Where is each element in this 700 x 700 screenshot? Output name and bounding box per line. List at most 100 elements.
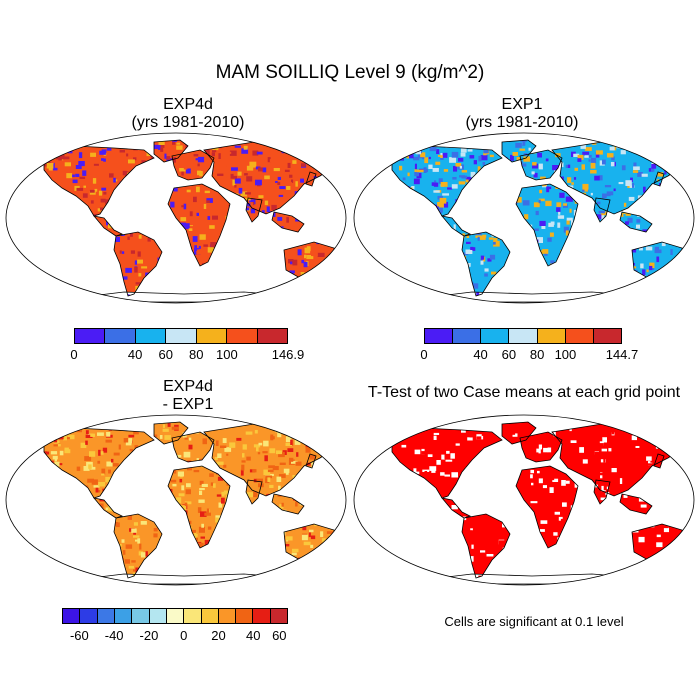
coastline-japan: [305, 171, 317, 187]
land-antarctica: [74, 574, 294, 584]
land-northAmerica: [44, 146, 154, 216]
panel-4-map: [353, 414, 695, 586]
coastline-europe: [171, 149, 215, 181]
colorbar-swatch: [236, 609, 254, 623]
coastline-india: [593, 479, 611, 505]
land-seAsia: [272, 494, 304, 514]
colorbar-tick-label: -60: [69, 628, 89, 643]
globe-border: [5, 414, 347, 586]
land-antarctica: [422, 574, 642, 584]
coastline-europe: [519, 149, 563, 181]
coastline-centralAmerica: [440, 497, 472, 519]
coastline-greenland: [153, 139, 189, 163]
colorbar-tick-label: -40: [104, 628, 124, 643]
land-southAmerica: [462, 514, 510, 578]
land-africa: [516, 466, 578, 548]
colorbar-tick-label: 0: [420, 347, 428, 362]
coastline-seAsia: [619, 211, 653, 233]
land-africa: [516, 184, 578, 266]
colorbar-swatch: [257, 329, 287, 343]
main-title: MAM SOILLIQ Level 9 (kg/m^2): [215, 62, 485, 83]
coastline-india: [245, 197, 263, 223]
panel-1-title-line1: EXP4d: [163, 96, 213, 113]
panel-1-colorbar: [74, 328, 288, 344]
colorbar-tick-label: 144.7: [605, 347, 639, 362]
panel-1-map: [5, 132, 347, 304]
panel-3-colorbar-ticks: -60 -40 -20 0 20 40 60: [62, 628, 288, 644]
coastline-japan: [653, 171, 665, 187]
panel-2-title: EXP1 (yrs 1981-2010): [364, 96, 680, 132]
coastline-greenland: [153, 421, 189, 445]
colorbar-swatch: [537, 329, 566, 343]
coastline-africa: [167, 465, 231, 549]
coastline-africa: [167, 183, 231, 267]
land-japan: [306, 172, 316, 186]
land-greenland: [502, 422, 536, 444]
colorbar-swatch: [196, 329, 228, 343]
colorbar-tick-label: 40: [245, 628, 261, 643]
coastline-northAmerica: [43, 145, 155, 217]
colorbar-tick-label: 0: [180, 628, 188, 643]
colorbar-swatch: [97, 609, 115, 623]
land-centralAmerica: [442, 216, 470, 236]
colorbar-tick-label: 80: [529, 347, 545, 362]
colorbar-swatch: [425, 329, 454, 343]
panel-2-map: [353, 132, 695, 304]
colorbar-swatch: [105, 329, 136, 343]
land-northAmerica: [392, 428, 502, 498]
coastline-india: [593, 197, 611, 223]
colorbar-swatch: [253, 609, 271, 623]
coastline-seAsia: [271, 493, 305, 515]
panel-3-title-line1: EXP4d: [163, 378, 213, 395]
coastline-centralAmerica: [92, 497, 124, 519]
land-seAsia: [620, 212, 652, 232]
colorbar-tick-label: 146.9: [271, 347, 305, 362]
panel-1-colorbar-ticks: 0 40 60 80 100 146.9: [70, 347, 304, 363]
colorbar-tick-label: -20: [139, 628, 159, 643]
colorbar-tick-label: 60: [272, 628, 287, 643]
colorbar-swatch: [135, 329, 167, 343]
colorbar-tick-label: 0: [70, 347, 78, 362]
coastline-europe: [519, 431, 563, 463]
coastline-seAsia: [619, 493, 653, 515]
colorbar-swatch: [481, 329, 510, 343]
coastline-africa: [515, 183, 579, 267]
coastline-northAmerica: [391, 427, 503, 499]
coastline-japan: [305, 453, 317, 469]
colorbar-swatch: [132, 609, 150, 623]
coastline-southAmerica: [461, 513, 511, 579]
panel-1-title: EXP4d (yrs 1981-2010): [30, 96, 346, 132]
globe-border: [353, 132, 695, 304]
coastline-northAmerica: [43, 427, 155, 499]
globe-border: [353, 414, 695, 586]
significance-note: Cells are significant at 0.1 level: [444, 614, 624, 629]
panel-1-title-line2: (yrs 1981-2010): [131, 114, 245, 131]
colorbar-tick-label: 100: [215, 347, 238, 362]
colorbar-tick-label: 80: [189, 347, 204, 362]
panel-3-map: [5, 414, 347, 586]
coastline-africa: [515, 465, 579, 549]
colorbar-swatch: [149, 609, 167, 623]
colorbar-swatch: [184, 609, 202, 623]
colorbar-tick-label: 40: [473, 347, 488, 362]
land-seAsia: [620, 494, 652, 514]
panel-2-title-line2: (yrs 1981-2010): [465, 114, 579, 131]
panel-3-colorbar: [62, 608, 288, 624]
panel-3-title-line2: - EXP1: [162, 396, 214, 413]
land-antarctica: [74, 292, 294, 302]
coastline-india: [245, 479, 263, 505]
panel-2-colorbar-ticks: 0 40 60 80 100 144.7: [420, 347, 638, 363]
colorbar-tick-label: 40: [127, 347, 143, 362]
coastline-japan: [653, 453, 665, 469]
colorbar-swatch: [270, 609, 288, 623]
colorbar-swatch: [565, 329, 594, 343]
colorbar-swatch: [114, 609, 133, 623]
panel-4-title: T-Test of two Case means at each grid po…: [352, 384, 696, 402]
panel-4-title-line1: T-Test of two Case means at each grid po…: [367, 384, 681, 401]
colorbar-tick-label: 60: [158, 347, 173, 362]
colorbar-swatch: [201, 609, 219, 623]
colorbar-swatch: [166, 609, 185, 623]
colorbar-swatch: [218, 609, 237, 623]
coastline-seAsia: [271, 211, 305, 233]
colorbar-swatch: [80, 609, 98, 623]
